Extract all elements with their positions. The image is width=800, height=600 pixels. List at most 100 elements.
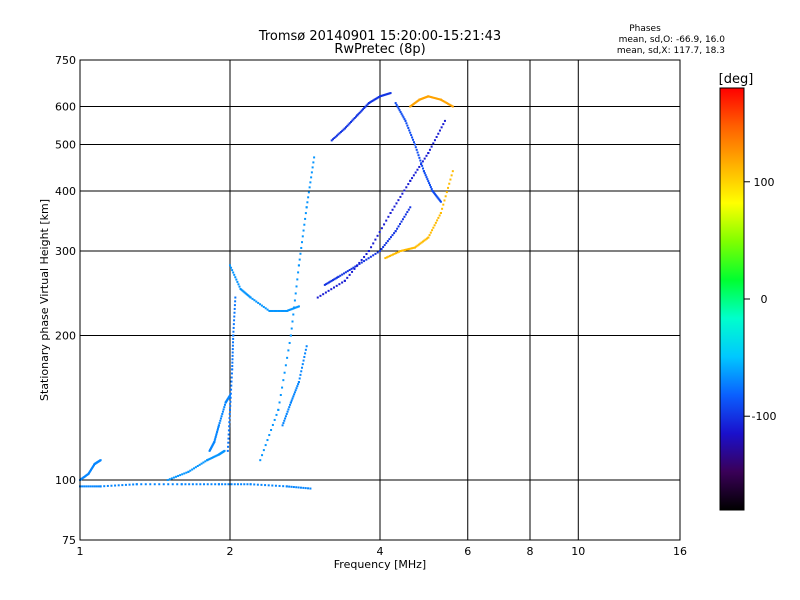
echo-point bbox=[295, 306, 298, 309]
echo-point bbox=[408, 247, 411, 250]
echo-point bbox=[305, 206, 308, 209]
echo-point bbox=[229, 400, 232, 403]
x-tick-label: 8 bbox=[527, 545, 534, 558]
echo-point bbox=[411, 136, 414, 139]
echo-point bbox=[379, 95, 381, 98]
echo-point bbox=[89, 485, 92, 488]
echo-point bbox=[365, 104, 368, 107]
echo-point bbox=[402, 249, 405, 252]
echo-point bbox=[307, 196, 310, 199]
echo-point bbox=[343, 127, 346, 130]
echo-point bbox=[271, 484, 274, 487]
echo-point bbox=[311, 166, 314, 169]
echo-point bbox=[230, 372, 233, 375]
echo-point bbox=[403, 118, 406, 121]
echo-point bbox=[374, 238, 377, 241]
echo-point bbox=[338, 132, 341, 135]
echo-point bbox=[268, 434, 271, 437]
echo-point bbox=[232, 337, 235, 340]
echo-point bbox=[310, 171, 313, 174]
echo-point bbox=[423, 239, 426, 242]
echo-point bbox=[418, 165, 421, 168]
echo-point bbox=[348, 122, 351, 125]
echo-point bbox=[360, 258, 363, 261]
echo-point bbox=[394, 102, 397, 105]
echo-point bbox=[429, 96, 432, 99]
y-tick-label: 100 bbox=[55, 474, 76, 487]
echo-point bbox=[387, 92, 390, 95]
echo-point bbox=[428, 148, 431, 151]
echo-point bbox=[304, 212, 307, 215]
echo-point bbox=[413, 143, 416, 146]
echo-point bbox=[289, 334, 292, 337]
echo-point bbox=[403, 248, 406, 251]
echo-point bbox=[237, 283, 240, 286]
echo-point bbox=[443, 119, 446, 122]
echo-point bbox=[370, 100, 373, 103]
echo-point bbox=[385, 256, 388, 259]
echo-point bbox=[231, 269, 234, 272]
echo-point bbox=[300, 370, 303, 373]
phases-title: Phases bbox=[629, 24, 661, 34]
echo-point bbox=[259, 459, 262, 462]
echo-point bbox=[277, 408, 280, 411]
echo-point bbox=[216, 427, 219, 430]
echo-point bbox=[202, 461, 205, 464]
echo-point bbox=[106, 484, 109, 487]
echo-point bbox=[241, 289, 244, 292]
y-tick-label: 200 bbox=[55, 330, 76, 343]
echo-point bbox=[401, 218, 404, 221]
echo-point bbox=[303, 223, 306, 226]
echo-point bbox=[355, 264, 358, 267]
echo-point bbox=[194, 466, 197, 469]
echo-point bbox=[97, 485, 100, 488]
echo-point bbox=[307, 487, 310, 490]
echo-point bbox=[262, 305, 265, 308]
echo-point bbox=[433, 224, 436, 227]
echo-point bbox=[144, 483, 147, 486]
echo-point bbox=[287, 349, 290, 352]
echo-point bbox=[322, 293, 325, 296]
echo-point bbox=[436, 219, 439, 222]
echo-point bbox=[429, 231, 432, 234]
echo-point bbox=[389, 212, 392, 215]
echo-point bbox=[234, 296, 237, 299]
echo-point bbox=[424, 238, 427, 241]
echo-point bbox=[385, 242, 388, 245]
echo-point bbox=[383, 94, 386, 97]
echo-point bbox=[380, 248, 383, 251]
echo-point bbox=[408, 129, 411, 132]
echo-point bbox=[441, 99, 444, 102]
echo-point bbox=[450, 174, 453, 177]
echo-point bbox=[399, 110, 402, 113]
echo-point bbox=[337, 275, 340, 278]
echo-point bbox=[288, 341, 291, 344]
echo-point bbox=[253, 299, 256, 302]
echo-point bbox=[341, 281, 344, 284]
echo-point bbox=[229, 404, 232, 407]
echo-point bbox=[91, 485, 94, 488]
echo-point bbox=[435, 195, 438, 198]
echo-point bbox=[327, 281, 330, 284]
echo-point bbox=[341, 273, 344, 276]
echo-point bbox=[305, 345, 308, 348]
echo-point bbox=[289, 308, 292, 311]
echo-point bbox=[199, 483, 202, 486]
echo-point bbox=[409, 179, 412, 182]
echo-point bbox=[388, 92, 391, 95]
echo-point bbox=[451, 105, 454, 108]
echo-point bbox=[433, 97, 436, 100]
echo-point bbox=[297, 381, 300, 384]
echo-point bbox=[227, 433, 230, 436]
x-axis-label: Frequency [MHz] bbox=[334, 558, 426, 571]
echo-point bbox=[353, 267, 356, 270]
echo-point bbox=[235, 278, 238, 281]
echo-point bbox=[363, 260, 366, 263]
echo-point bbox=[333, 137, 336, 140]
echo-point bbox=[432, 226, 435, 229]
echo-point bbox=[421, 240, 424, 243]
echo-point bbox=[410, 134, 413, 137]
echo-point bbox=[385, 219, 388, 222]
echo-point bbox=[397, 199, 400, 202]
echo-point bbox=[416, 244, 419, 247]
